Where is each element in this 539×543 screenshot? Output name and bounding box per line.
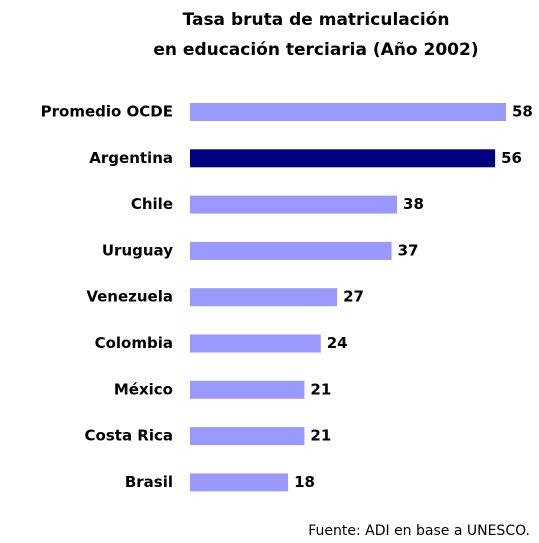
value-label: 24	[327, 334, 348, 352]
bar	[190, 473, 289, 492]
value-label: 18	[294, 473, 315, 491]
category-label: Venezuela	[86, 288, 173, 306]
category-label: Colombia	[95, 334, 173, 352]
chart-title: en educación terciaria (Año 2002)	[153, 40, 478, 60]
source-note: Fuente: ADI en base a UNESCO.	[308, 523, 530, 539]
bar	[190, 103, 506, 121]
bar	[190, 427, 305, 446]
chart-title: Tasa bruta de matriculación	[183, 10, 450, 30]
bar	[190, 334, 321, 353]
value-label: 58	[512, 103, 533, 121]
value-label: 38	[403, 195, 424, 213]
category-label: México	[114, 380, 173, 398]
value-label: 56	[501, 149, 522, 167]
value-label: 21	[310, 427, 331, 445]
category-label: Chile	[131, 195, 173, 213]
value-label: 21	[310, 380, 331, 398]
bar	[190, 241, 392, 260]
category-label: Costa Rica	[85, 427, 173, 445]
value-label: 27	[343, 288, 364, 306]
category-label: Argentina	[89, 149, 173, 167]
bar	[190, 380, 305, 399]
bar	[190, 195, 398, 214]
category-label: Brasil	[125, 473, 173, 491]
category-label: Promedio OCDE	[41, 103, 173, 121]
bar	[190, 149, 496, 168]
bar	[190, 288, 338, 307]
category-label: Uruguay	[102, 241, 173, 259]
value-label: 37	[398, 241, 419, 259]
